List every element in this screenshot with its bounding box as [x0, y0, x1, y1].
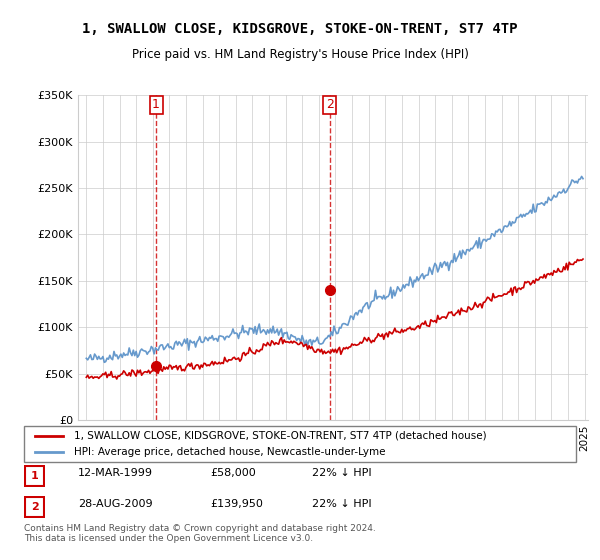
- Text: Price paid vs. HM Land Registry's House Price Index (HPI): Price paid vs. HM Land Registry's House …: [131, 48, 469, 60]
- Text: £139,950: £139,950: [210, 499, 263, 509]
- FancyBboxPatch shape: [24, 426, 576, 462]
- Text: HPI: Average price, detached house, Newcastle-under-Lyme: HPI: Average price, detached house, Newc…: [74, 447, 385, 457]
- Text: £58,000: £58,000: [210, 468, 256, 478]
- Text: 28-AUG-2009: 28-AUG-2009: [78, 499, 152, 509]
- Text: 1: 1: [31, 471, 38, 481]
- Text: 2: 2: [31, 502, 38, 512]
- Text: 1, SWALLOW CLOSE, KIDSGROVE, STOKE-ON-TRENT, ST7 4TP (detached house): 1, SWALLOW CLOSE, KIDSGROVE, STOKE-ON-TR…: [74, 431, 487, 441]
- Text: 2: 2: [326, 99, 334, 111]
- Text: 22% ↓ HPI: 22% ↓ HPI: [312, 499, 371, 509]
- Text: Contains HM Land Registry data © Crown copyright and database right 2024.
This d: Contains HM Land Registry data © Crown c…: [24, 524, 376, 543]
- FancyBboxPatch shape: [25, 497, 44, 517]
- FancyBboxPatch shape: [25, 466, 44, 486]
- Text: 22% ↓ HPI: 22% ↓ HPI: [312, 468, 371, 478]
- Text: 1, SWALLOW CLOSE, KIDSGROVE, STOKE-ON-TRENT, ST7 4TP: 1, SWALLOW CLOSE, KIDSGROVE, STOKE-ON-TR…: [82, 22, 518, 36]
- Text: 1: 1: [152, 99, 160, 111]
- Text: 12-MAR-1999: 12-MAR-1999: [78, 468, 153, 478]
